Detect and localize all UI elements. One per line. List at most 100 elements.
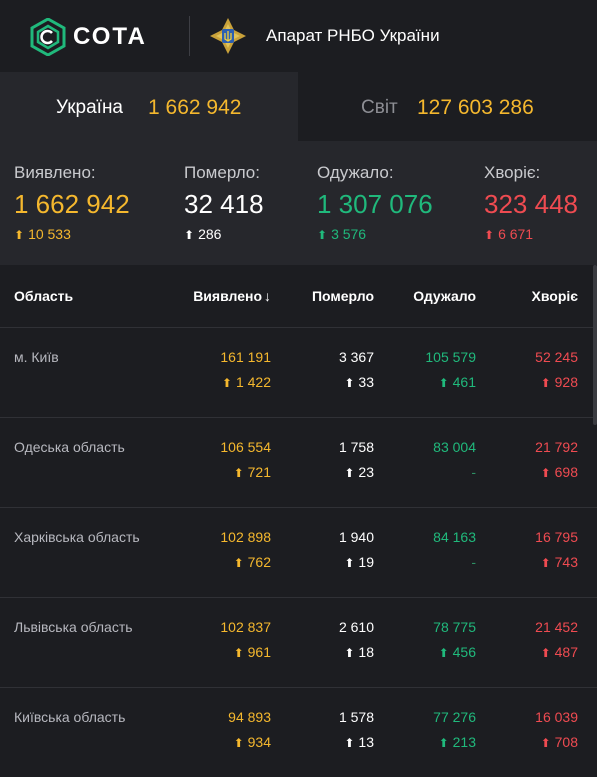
table-header: Область Виявлено ↓ Померло Одужало Хворіє: [0, 265, 597, 328]
arrow-up-icon: ⬆: [540, 376, 551, 390]
arrow-up-icon: ⬆: [233, 466, 244, 480]
header-divider: [189, 16, 190, 56]
recovered-value: 105 579: [425, 349, 476, 365]
recovered-delta: ⬆ 213: [438, 734, 476, 750]
sick-delta: ⬆ 708: [540, 734, 578, 750]
summary-died-value: 32 418: [184, 189, 264, 219]
region-name: Одеська область: [14, 439, 125, 455]
region-name: Київська область: [14, 709, 126, 725]
arrow-up-icon: ⬆: [344, 466, 355, 480]
table-row[interactable]: м. Київ 161 191 ⬆ 1 422 3 367 ⬆ 33 105 579…: [0, 328, 597, 418]
arrow-up-icon: ⬆: [317, 228, 328, 242]
died-value: 2 610: [338, 619, 374, 635]
died-value: 1 578: [338, 709, 374, 725]
table-row[interactable]: Одеська область 106 554 ⬆ 721 1 758 ⬆ 23 8…: [0, 418, 597, 508]
died-delta: ⬆ 33: [344, 374, 374, 390]
sick-delta: ⬆ 487: [540, 644, 578, 660]
sick-value: 21 452: [535, 619, 578, 635]
table-row[interactable]: Харківська область 102 898 ⬆ 762 1 940 ⬆ 1…: [0, 508, 597, 598]
summary-sick-delta: ⬆ 6 671: [484, 226, 534, 242]
column-header-detected[interactable]: Виявлено ↓: [193, 288, 271, 304]
detected-delta: ⬆ 721: [233, 464, 271, 480]
summary-sick: Хворіє: 323 448 ⬆ 6 671: [484, 163, 578, 242]
sick-value: 21 792: [535, 439, 578, 455]
tab-world-label: Світ: [361, 97, 398, 118]
arrow-up-icon: ⬆: [184, 228, 195, 242]
arrow-up-icon: ⬆: [233, 556, 244, 570]
column-header-died[interactable]: Померло: [311, 288, 374, 304]
arrow-up-icon: ⬆: [233, 736, 244, 750]
died-value: 1 758: [338, 439, 374, 455]
summary-recovered-value: 1 307 076: [317, 189, 433, 219]
died-value: 1 940: [338, 529, 374, 545]
table-scrollbar[interactable]: [593, 265, 597, 425]
summary-detected-delta: ⬆ 10 533: [14, 226, 71, 242]
arrow-up-icon: ⬆: [540, 736, 551, 750]
arrow-up-icon: ⬆: [438, 736, 449, 750]
detected-value: 161 191: [220, 349, 271, 365]
sick-value: 16 795: [535, 529, 578, 545]
agency-name: Апарат РНБО України: [266, 26, 440, 45]
summary-sick-value: 323 448: [484, 189, 578, 219]
arrow-up-icon: ⬆: [540, 646, 551, 660]
arrow-up-icon: ⬆: [233, 646, 244, 660]
brand-name[interactable]: СОТА: [73, 23, 147, 50]
arrow-up-icon: ⬆: [14, 228, 25, 242]
summary-detected-label: Виявлено:: [14, 163, 96, 182]
summary-recovered-delta: ⬆ 3 576: [317, 226, 367, 242]
recovered-value: 77 276: [433, 709, 476, 725]
table-row[interactable]: Львівська область 102 837 ⬆ 961 2 610 ⬆ 18…: [0, 598, 597, 688]
summary-died-delta: ⬆ 286: [184, 226, 222, 242]
died-value: 3 367: [338, 349, 374, 365]
recovered-delta: -: [471, 554, 476, 570]
region-name: м. Київ: [14, 349, 59, 365]
table-row[interactable]: Київська область 94 893 ⬆ 934 1 578 ⬆ 13 7…: [0, 688, 597, 777]
tab-ukraine[interactable]: Україна 1 662 942: [0, 72, 298, 141]
tab-world[interactable]: Світ 127 603 286: [298, 72, 597, 141]
summary-recovered: Одужало: 1 307 076 ⬆ 3 576: [317, 163, 433, 242]
sick-delta: ⬆ 698: [540, 464, 578, 480]
arrow-up-icon: ⬆: [221, 376, 232, 390]
arrow-up-icon: ⬆: [344, 646, 355, 660]
detected-delta: ⬆ 1 422: [221, 374, 271, 390]
arrow-up-icon: ⬆: [344, 736, 355, 750]
column-header-region[interactable]: Область: [14, 288, 74, 304]
column-header-recovered[interactable]: Одужало: [413, 288, 476, 304]
died-delta: ⬆ 23: [344, 464, 374, 480]
died-delta: ⬆ 18: [344, 644, 374, 660]
detected-value: 102 898: [220, 529, 271, 545]
detected-value: 94 893: [228, 709, 271, 725]
recovered-delta: ⬆ 456: [438, 644, 476, 660]
summary-recovered-label: Одужало:: [317, 163, 394, 182]
summary-sick-label: Хворіє:: [484, 163, 541, 182]
sick-value: 16 039: [535, 709, 578, 725]
sort-down-icon: ↓: [264, 288, 271, 304]
recovered-delta: -: [471, 464, 476, 480]
region-name: Львівська область: [14, 619, 133, 635]
arrow-up-icon: ⬆: [484, 228, 495, 242]
summary-detected-value: 1 662 942: [14, 189, 130, 219]
detected-delta: ⬆ 934: [233, 734, 271, 750]
arrow-up-icon: ⬆: [540, 556, 551, 570]
detected-delta: ⬆ 961: [233, 644, 271, 660]
tab-ukraine-value: 1 662 942: [148, 96, 242, 119]
summary-died-label: Померло:: [184, 163, 260, 182]
summary-panel: Виявлено: 1 662 942 ⬆ 10 533 Померло: 32 …: [0, 141, 597, 265]
app-header: СОТА Апарат РНБО України: [0, 0, 597, 72]
tab-ukraine-label: Україна: [56, 97, 124, 118]
regions-table: Область Виявлено ↓ Померло Одужало Хворіє…: [0, 265, 597, 777]
recovered-value: 83 004: [433, 439, 476, 455]
arrow-up-icon: ⬆: [344, 556, 355, 570]
column-header-sick[interactable]: Хворіє: [531, 288, 578, 304]
cota-logo-icon[interactable]: [30, 18, 66, 56]
recovered-value: 78 775: [433, 619, 476, 635]
sick-value: 52 245: [535, 349, 578, 365]
arrow-up-icon: ⬆: [344, 376, 355, 390]
sick-delta: ⬆ 928: [540, 374, 578, 390]
recovered-value: 84 163: [433, 529, 476, 545]
died-delta: ⬆ 19: [344, 554, 374, 570]
tab-world-value: 127 603 286: [417, 96, 534, 119]
detected-delta: ⬆ 762: [233, 554, 271, 570]
detected-value: 106 554: [220, 439, 271, 455]
detected-value: 102 837: [220, 619, 271, 635]
